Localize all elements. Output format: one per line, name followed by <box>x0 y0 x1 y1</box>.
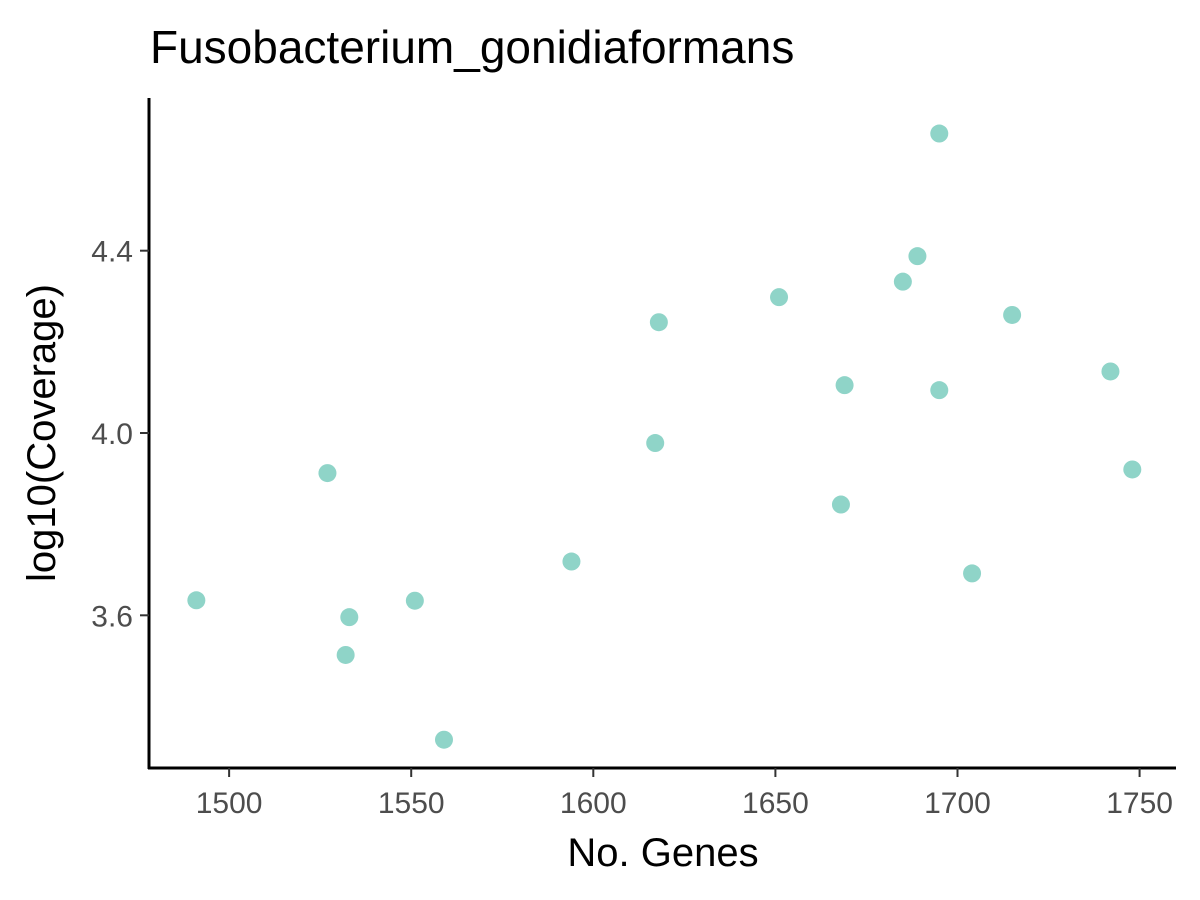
x-axis-ticks: 1500 1550 1600 1650 1700 1750 <box>196 768 1173 820</box>
data-point <box>434 730 453 749</box>
data-point <box>835 376 854 395</box>
x-tick-label: 1500 <box>196 787 263 820</box>
y-tick-label: 4.0 <box>91 418 133 451</box>
y-axis-ticks: 3.6 4.0 4.4 <box>91 236 149 633</box>
data-points <box>187 124 1142 749</box>
data-point <box>1101 362 1120 381</box>
data-point <box>187 591 206 610</box>
y-tick-label: 3.6 <box>91 600 133 633</box>
x-axis-label: No. Genes <box>567 831 758 875</box>
x-tick-label: 1650 <box>742 787 809 820</box>
data-point <box>405 591 424 610</box>
data-point <box>831 495 850 514</box>
data-point <box>336 645 355 664</box>
data-point <box>318 464 337 483</box>
data-point <box>930 381 949 400</box>
x-tick-label: 1600 <box>560 787 627 820</box>
x-tick-label: 1750 <box>1106 787 1173 820</box>
y-tick-label: 4.4 <box>91 236 133 269</box>
chart-title: Fusobacterium_gonidiaformans <box>150 21 794 73</box>
data-point <box>930 124 949 143</box>
data-point <box>562 552 581 571</box>
data-point <box>963 564 982 583</box>
x-tick-label: 1550 <box>378 787 445 820</box>
data-point <box>646 434 665 453</box>
data-point <box>908 247 927 266</box>
data-point <box>1123 460 1142 479</box>
data-point <box>893 272 912 291</box>
data-point <box>649 313 668 332</box>
data-point <box>770 288 789 307</box>
x-tick-label: 1700 <box>924 787 991 820</box>
y-axis-label: log10(Coverage) <box>20 284 64 582</box>
data-point <box>340 608 359 627</box>
data-point <box>1003 305 1022 324</box>
